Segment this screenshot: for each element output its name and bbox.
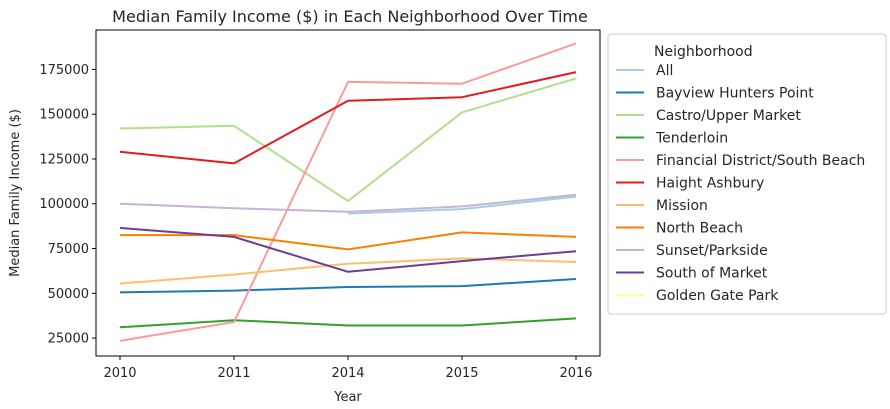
series-line-7	[120, 231, 577, 251]
series-line-4	[119, 42, 577, 342]
legend-title: Neighborhood	[654, 44, 753, 60]
plot-lines	[119, 42, 577, 342]
x-tick-label: 2015	[445, 366, 478, 381]
series-line-3	[119, 317, 577, 329]
legend-label: North Beach	[656, 221, 743, 237]
y-axis: 25000 50000 75000 100000 125000 150000 175000	[39, 63, 96, 347]
x-tick-label: 2010	[103, 366, 136, 381]
legend-label: Castro/Upper Market	[656, 108, 801, 124]
legend-label: Golden Gate Park	[656, 288, 779, 304]
y-tick-label: 175000	[39, 63, 89, 78]
legend-label: Mission	[656, 198, 708, 214]
y-tick-label: 25000	[48, 332, 89, 347]
legend-box	[607, 33, 887, 315]
legend-label: Sunset/Parkside	[656, 243, 768, 259]
series-line-5	[119, 71, 577, 165]
x-tick-label: 2016	[559, 366, 592, 381]
x-axis: 2010 2011 2014 2015 2016	[103, 356, 593, 381]
y-tick-label: 125000	[39, 152, 89, 167]
y-tick-label: 100000	[39, 197, 89, 212]
y-axis-label: Median Family Income ($)	[8, 109, 23, 277]
series-line-2	[119, 77, 577, 203]
series-line-8	[119, 193, 577, 213]
series-line-6	[119, 257, 577, 285]
legend: Neighborhood All Bayview Hunters Point Cas…	[607, 33, 887, 315]
y-tick-label: 75000	[48, 242, 89, 257]
legend-label: All	[656, 63, 673, 79]
legend-label: Haight Ashbury	[656, 176, 764, 192]
y-tick-label: 150000	[39, 108, 89, 123]
plot-area	[95, 29, 601, 357]
legend-label: Bayview Hunters Point	[656, 86, 814, 102]
x-axis-label: Year	[333, 390, 362, 405]
legend-label: South of Market	[656, 266, 768, 282]
series-line-0	[347, 195, 577, 215]
x-tick-label: 2011	[217, 366, 250, 381]
y-tick-label: 50000	[48, 287, 89, 302]
chart-title: Median Family Income ($) in Each Neighbo…	[112, 7, 588, 26]
series-line-9	[119, 226, 577, 273]
x-tick-label: 2014	[331, 366, 364, 381]
legend-label: Financial District/South Beach	[656, 153, 865, 169]
series-line-1	[119, 278, 577, 294]
legend-label: Tenderloin	[655, 131, 728, 147]
legend-items: All Bayview Hunters Point Castro/Upper Mar…	[616, 63, 865, 304]
